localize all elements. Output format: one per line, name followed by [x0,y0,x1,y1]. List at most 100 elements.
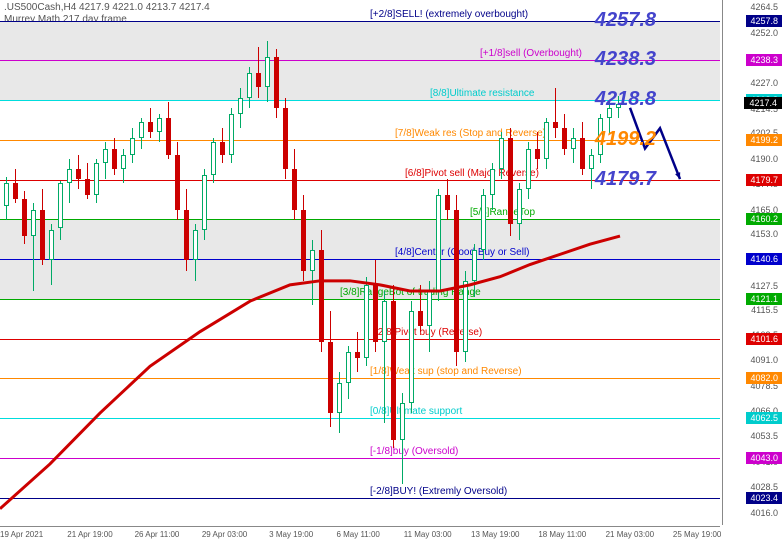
candle [425,0,434,525]
candle [227,0,236,525]
candle [65,0,74,525]
price-box: 4179.7 [746,174,782,186]
candle [245,0,254,525]
big-price-label: 4238.3 [595,48,656,71]
candle [461,0,470,525]
y-tick: 4190.0 [750,154,778,164]
candle [326,0,335,525]
candle [497,0,506,525]
candle [29,0,38,525]
x-tick: 11 May 03:00 [404,530,452,539]
plot-area[interactable]: [+2/8]SELL! (extremely overbought)[+1/8]… [0,0,720,525]
candle [101,0,110,525]
big-price-label: 4218.8 [595,88,656,111]
candle [407,0,416,525]
candle [263,0,272,525]
y-tick: 4091.0 [750,355,778,365]
candle [74,0,83,525]
candle [20,0,29,525]
candle [218,0,227,525]
price-box: 4121.1 [746,293,782,305]
candle [272,0,281,525]
candle [191,0,200,525]
candle [614,0,623,525]
candle [110,0,119,525]
price-box: 4023.4 [746,492,782,504]
candle [128,0,137,525]
candle [542,0,551,525]
price-box: 4199.2 [746,134,782,146]
candle [119,0,128,525]
x-tick: 21 May 03:00 [606,530,654,539]
y-tick: 4252.0 [750,28,778,38]
candle [164,0,173,525]
candle [488,0,497,525]
candle [371,0,380,525]
y-tick: 4264.5 [750,2,778,12]
candle [416,0,425,525]
candle [605,0,614,525]
y-axis: 4016.04028.54041.04053.54066.04078.54091… [722,0,782,525]
candle [83,0,92,525]
y-tick: 4115.5 [751,305,778,315]
y-tick: 4053.5 [750,431,778,441]
x-tick: 29 Apr 03:00 [202,530,247,539]
candle [578,0,587,525]
candle [380,0,389,525]
big-price-label: 4179.7 [595,168,656,191]
candle [353,0,362,525]
candle [389,0,398,525]
candle [137,0,146,525]
candle [38,0,47,525]
x-axis: 19 Apr 202121 Apr 19:0026 Apr 11:0029 Ap… [0,526,720,546]
candle [173,0,182,525]
y-tick: 4127.5 [750,281,778,291]
candle [344,0,353,525]
candle [551,0,560,525]
candle [290,0,299,525]
candle [56,0,65,525]
x-tick: 25 May 19:00 [673,530,721,539]
candle [587,0,596,525]
candle [182,0,191,525]
candle [209,0,218,525]
candle [533,0,542,525]
price-box: 4160.2 [746,213,782,225]
candle [200,0,209,525]
candle [398,0,407,525]
candle [524,0,533,525]
candle [506,0,515,525]
candle [2,0,11,525]
price-box: 4082.0 [746,372,782,384]
price-box: 4257.8 [746,15,782,27]
candle [569,0,578,525]
candle [470,0,479,525]
price-box: 4062.5 [746,412,782,424]
y-tick: 4153.0 [750,229,778,239]
candle [254,0,263,525]
x-tick: 26 Apr 11:00 [135,530,180,539]
price-box: 4238.3 [746,54,782,66]
candle [281,0,290,525]
x-tick: 18 May 11:00 [538,530,586,539]
chart-container: .US500Cash,H4 4217.9 4221.0 4213.7 4217.… [0,0,782,546]
candle [47,0,56,525]
price-box: 4140.6 [746,253,782,265]
candle [362,0,371,525]
candle [596,0,605,525]
candle [434,0,443,525]
x-tick: 13 May 19:00 [471,530,519,539]
candle [92,0,101,525]
x-tick: 21 Apr 19:00 [67,530,112,539]
candle [317,0,326,525]
candle [11,0,20,525]
candle [308,0,317,525]
candle [236,0,245,525]
price-box: 4101.6 [746,333,782,345]
candle [452,0,461,525]
candle [155,0,164,525]
current-price-flag: 4217.4 [744,97,782,109]
candle [299,0,308,525]
candle [335,0,344,525]
y-tick: 4227.0 [750,78,778,88]
